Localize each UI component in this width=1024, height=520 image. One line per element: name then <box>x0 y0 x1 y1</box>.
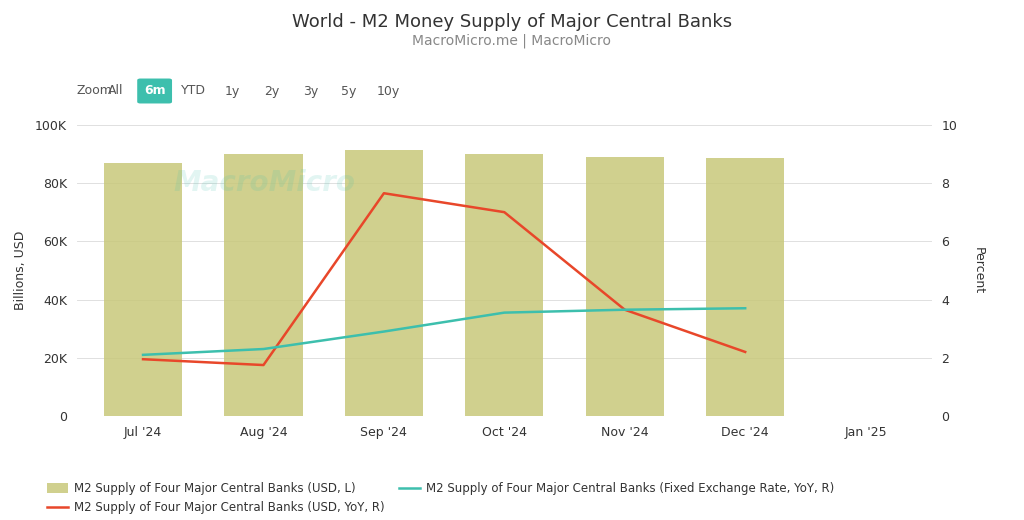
Y-axis label: Percent: Percent <box>972 247 984 294</box>
Bar <box>345 150 423 416</box>
Text: 3y: 3y <box>303 84 317 98</box>
Y-axis label: Billions, USD: Billions, USD <box>13 231 27 310</box>
Bar <box>706 158 784 416</box>
Text: Zoom: Zoom <box>77 84 113 98</box>
Bar <box>224 154 303 416</box>
Legend: M2 Supply of Four Major Central Banks (USD, L), M2 Supply of Four Major Central : M2 Supply of Four Major Central Banks (U… <box>47 482 835 514</box>
Text: 1y: 1y <box>225 84 240 98</box>
Bar <box>586 157 664 416</box>
Text: 10y: 10y <box>377 84 399 98</box>
Text: YTD: YTD <box>181 84 206 98</box>
Text: MacroMicro: MacroMicro <box>174 169 356 197</box>
Text: All: All <box>108 84 124 98</box>
Text: 6m: 6m <box>143 84 166 98</box>
Bar <box>103 163 182 416</box>
Text: MacroMicro.me | MacroMicro: MacroMicro.me | MacroMicro <box>413 34 611 48</box>
Bar <box>465 154 544 416</box>
Text: 2y: 2y <box>264 84 279 98</box>
Text: 5y: 5y <box>341 84 357 98</box>
Text: World - M2 Money Supply of Major Central Banks: World - M2 Money Supply of Major Central… <box>292 13 732 31</box>
